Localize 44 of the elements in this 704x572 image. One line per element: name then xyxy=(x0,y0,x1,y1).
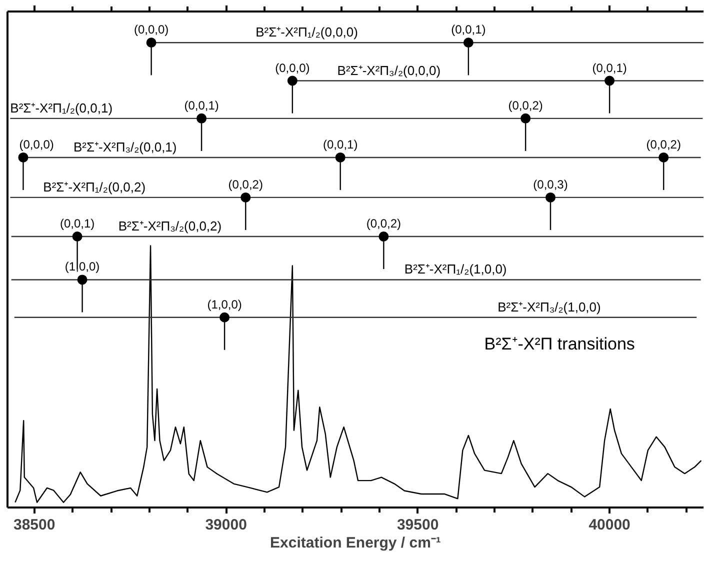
annotation: B²Σ⁺-X²Π₃/₂(0,0,1) xyxy=(73,139,177,154)
x-tick-label: 38500 xyxy=(13,516,56,534)
point xyxy=(658,152,669,162)
annotation: (0,0,1) xyxy=(451,22,486,37)
annotation: (1,0,0) xyxy=(64,260,100,274)
annotation: B²Σ⁺-X²Π₃/₂(1,0,0) xyxy=(498,299,601,314)
point xyxy=(18,152,28,162)
annotation: (0,0,2) xyxy=(646,137,681,152)
annotation: (0,0,2) xyxy=(366,216,402,230)
point xyxy=(463,38,474,48)
annotation: (0,0,1) xyxy=(184,98,219,112)
annotation: (0,0,1) xyxy=(323,137,358,152)
annotation: (0,0,2) xyxy=(228,177,263,192)
annotation: (0,0,3) xyxy=(533,177,568,192)
point xyxy=(77,274,88,285)
annotation: (0,0,0) xyxy=(275,60,310,75)
annotation: (1,0,0) xyxy=(207,297,242,312)
x-axis-title: Excitation Energy / cm⁻¹ xyxy=(270,534,441,552)
annotation: B²Σ⁺-X²Π₁/₂(1,0,0) xyxy=(404,262,507,277)
annotation: B²Σ⁺-X²Π₁/₂(0,0,2) xyxy=(43,179,146,194)
point xyxy=(240,192,251,202)
annotation: (0,0,0) xyxy=(19,137,54,152)
annotation: B²Σ⁺-X²Π₃/₂(0,0,2) xyxy=(118,218,222,234)
point xyxy=(520,113,531,124)
point xyxy=(378,232,389,242)
x-tick-label: 39500 xyxy=(396,516,439,534)
point xyxy=(220,312,230,322)
annotation: (0,0,0) xyxy=(134,22,169,37)
point xyxy=(545,192,556,202)
point xyxy=(196,113,207,124)
point xyxy=(72,232,82,242)
annotation: B²Σ⁺-X²Π transitions xyxy=(484,334,635,354)
x-tick-label: 40000 xyxy=(588,516,630,534)
point xyxy=(604,76,615,86)
annotation: B²Σ⁺-X²Π₁/₂(0,0,0) xyxy=(256,24,358,40)
x-tick-label: 39000 xyxy=(205,516,247,534)
annotation: (0,0,1) xyxy=(592,60,627,75)
annotation: (0,0,1) xyxy=(60,216,95,230)
point xyxy=(146,38,156,48)
annotation: (0,0,2) xyxy=(508,98,543,112)
annotation: B²Σ⁺-X²Π₃/₂(0,0,0) xyxy=(337,62,441,78)
point xyxy=(287,76,298,86)
point xyxy=(335,152,346,162)
annotation: B²Σ⁺-X²Π₁/₂(0,0,1) xyxy=(10,100,113,116)
